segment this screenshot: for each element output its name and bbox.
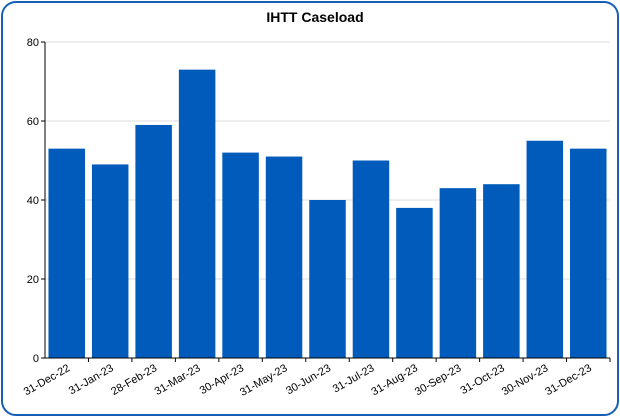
bar xyxy=(135,124,172,358)
chart-title: IHTT Caseload xyxy=(266,9,363,25)
bar xyxy=(352,160,390,358)
bar xyxy=(265,156,303,358)
bar xyxy=(91,164,129,358)
bar xyxy=(526,140,564,358)
y-tick-label: 40 xyxy=(27,195,39,207)
y-tick-label: 60 xyxy=(27,116,39,128)
bar xyxy=(309,200,346,358)
y-tick-label: 20 xyxy=(27,274,39,286)
bar xyxy=(483,184,520,358)
bar xyxy=(48,148,85,358)
y-tick-label: 80 xyxy=(27,37,39,49)
bar xyxy=(570,148,607,358)
bar xyxy=(178,69,216,359)
bar xyxy=(222,152,259,358)
bar xyxy=(439,188,477,358)
y-tick-label: 0 xyxy=(33,353,39,365)
bar xyxy=(396,207,433,358)
